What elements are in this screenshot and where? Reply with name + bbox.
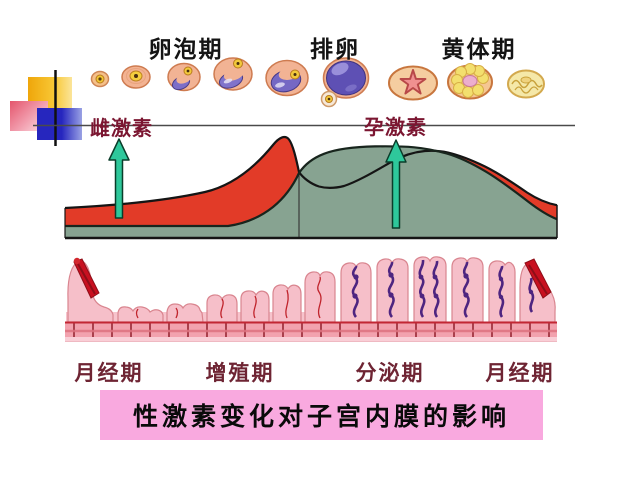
menstrual-shedding-clots [73,257,552,299]
progesterone-label: 孕激素 [364,117,427,139]
follicle-stages-row [90,57,545,108]
basal-layer-band [65,321,557,342]
phase-label-secretory: 分泌期 [355,362,425,385]
mature-follicle-icon [265,59,309,97]
estrogen-label: 雌激素 [90,118,153,140]
endometrium-illustration [65,256,557,342]
thin-blood-vessels [135,276,322,319]
phase-label-proliferative: 增殖期 [205,362,275,385]
primary-follicle-icon [121,65,151,89]
ornament-cross-lines-icon [33,70,575,146]
corpus-albicans-icon [507,69,545,99]
phase-label-follicular: 卵泡期 [148,36,224,62]
secondary-follicle-early-icon [167,62,201,92]
endometrium-glands [67,256,556,323]
estrogen-arrow-icon [108,138,130,219]
spiral-artery-knots [352,272,534,300]
progesterone-area [65,146,557,238]
progesterone-arrow-icon [385,139,407,229]
hormone-curves-chart [64,135,558,240]
secondary-follicle-icon [213,57,253,91]
primordial-follicle-icon [90,70,110,88]
phase-label-luteal: 黄体期 [441,36,517,62]
phase-label-menstrual-left: 月经期 [74,362,144,385]
corpus-luteum-icon [447,63,493,100]
title-banner: 性激素变化对子宫内膜的影响 [100,390,543,440]
ornament-blue-square [37,108,82,140]
ovulation-released-ovum-icon [320,57,370,108]
phase-label-menstrual-right: 月经期 [485,362,555,385]
early-corpus-luteum-icon [388,65,438,101]
phase-label-ovulation: 排卵 [310,36,360,62]
title-banner-text: 性激素变化对子宫内膜的影响 [132,404,510,431]
estrogen-curve-outline [64,135,558,210]
